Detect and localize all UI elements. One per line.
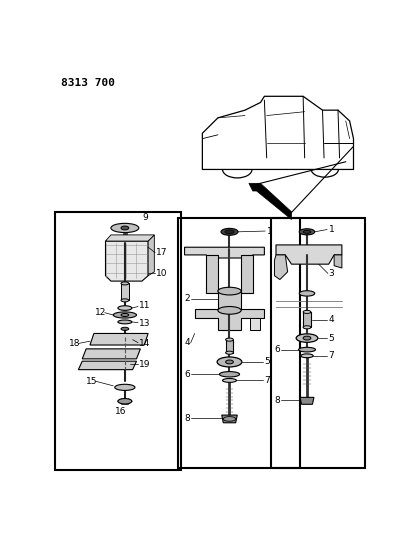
Ellipse shape bbox=[217, 306, 240, 314]
Text: 3: 3 bbox=[328, 269, 334, 278]
Text: 5: 5 bbox=[328, 334, 334, 343]
Text: 4: 4 bbox=[184, 338, 190, 347]
Text: 2: 2 bbox=[184, 294, 190, 303]
Polygon shape bbox=[194, 309, 264, 329]
Polygon shape bbox=[206, 255, 217, 294]
Text: 8: 8 bbox=[274, 396, 279, 405]
Ellipse shape bbox=[299, 290, 314, 296]
Ellipse shape bbox=[300, 354, 312, 358]
Ellipse shape bbox=[121, 282, 128, 285]
Polygon shape bbox=[299, 398, 313, 405]
Bar bbox=[177, 218, 299, 468]
Ellipse shape bbox=[121, 313, 128, 317]
Ellipse shape bbox=[121, 226, 128, 230]
Ellipse shape bbox=[302, 336, 310, 340]
Polygon shape bbox=[148, 235, 154, 276]
Polygon shape bbox=[78, 361, 136, 370]
Ellipse shape bbox=[217, 357, 241, 367]
Text: 10: 10 bbox=[155, 269, 167, 278]
Bar bbox=[55, 212, 180, 470]
Text: 19: 19 bbox=[139, 360, 150, 369]
Polygon shape bbox=[248, 183, 291, 220]
Polygon shape bbox=[184, 247, 264, 258]
Ellipse shape bbox=[225, 360, 233, 364]
Polygon shape bbox=[121, 284, 128, 301]
Ellipse shape bbox=[295, 334, 317, 342]
Ellipse shape bbox=[225, 338, 233, 341]
Polygon shape bbox=[217, 291, 240, 310]
Text: 6: 6 bbox=[184, 370, 190, 379]
Text: 12: 12 bbox=[95, 308, 106, 317]
Text: 9: 9 bbox=[142, 213, 147, 222]
Text: 7: 7 bbox=[264, 376, 270, 385]
Text: 18: 18 bbox=[69, 339, 81, 348]
Polygon shape bbox=[302, 312, 310, 327]
Ellipse shape bbox=[113, 312, 136, 318]
Polygon shape bbox=[249, 318, 260, 329]
Polygon shape bbox=[240, 255, 252, 294]
Text: 6: 6 bbox=[274, 345, 279, 354]
Text: 5: 5 bbox=[264, 358, 270, 367]
Ellipse shape bbox=[118, 320, 132, 324]
Text: 4: 4 bbox=[328, 315, 333, 324]
Polygon shape bbox=[105, 235, 154, 241]
Ellipse shape bbox=[222, 378, 236, 382]
Text: 17: 17 bbox=[155, 248, 167, 257]
Text: 16: 16 bbox=[115, 408, 126, 416]
Ellipse shape bbox=[118, 399, 132, 404]
Polygon shape bbox=[105, 241, 148, 281]
Polygon shape bbox=[225, 340, 233, 353]
Ellipse shape bbox=[224, 230, 234, 234]
Ellipse shape bbox=[298, 348, 315, 352]
Text: 14: 14 bbox=[139, 339, 150, 348]
Ellipse shape bbox=[302, 326, 310, 329]
Text: 1: 1 bbox=[266, 227, 272, 236]
Text: 11: 11 bbox=[139, 301, 150, 310]
Ellipse shape bbox=[225, 351, 233, 354]
Text: 15: 15 bbox=[86, 377, 97, 386]
Text: 8313 700: 8313 700 bbox=[61, 78, 114, 88]
Ellipse shape bbox=[121, 299, 128, 302]
Ellipse shape bbox=[299, 229, 314, 235]
Ellipse shape bbox=[118, 306, 132, 310]
Ellipse shape bbox=[223, 417, 235, 421]
Ellipse shape bbox=[111, 223, 139, 232]
Polygon shape bbox=[82, 349, 140, 359]
Ellipse shape bbox=[121, 327, 128, 330]
Polygon shape bbox=[202, 96, 353, 169]
Polygon shape bbox=[274, 255, 287, 280]
Text: 8: 8 bbox=[184, 414, 190, 423]
Text: 7: 7 bbox=[328, 351, 334, 360]
Polygon shape bbox=[90, 334, 148, 345]
Polygon shape bbox=[221, 415, 237, 423]
Bar bbox=[270, 218, 364, 468]
Ellipse shape bbox=[217, 287, 240, 295]
Text: 13: 13 bbox=[139, 319, 150, 328]
Ellipse shape bbox=[219, 372, 239, 377]
Ellipse shape bbox=[220, 228, 238, 235]
Ellipse shape bbox=[302, 230, 310, 233]
Ellipse shape bbox=[115, 384, 135, 391]
Polygon shape bbox=[333, 255, 341, 268]
Text: 1: 1 bbox=[328, 225, 334, 234]
Polygon shape bbox=[275, 245, 341, 264]
Ellipse shape bbox=[302, 310, 310, 313]
